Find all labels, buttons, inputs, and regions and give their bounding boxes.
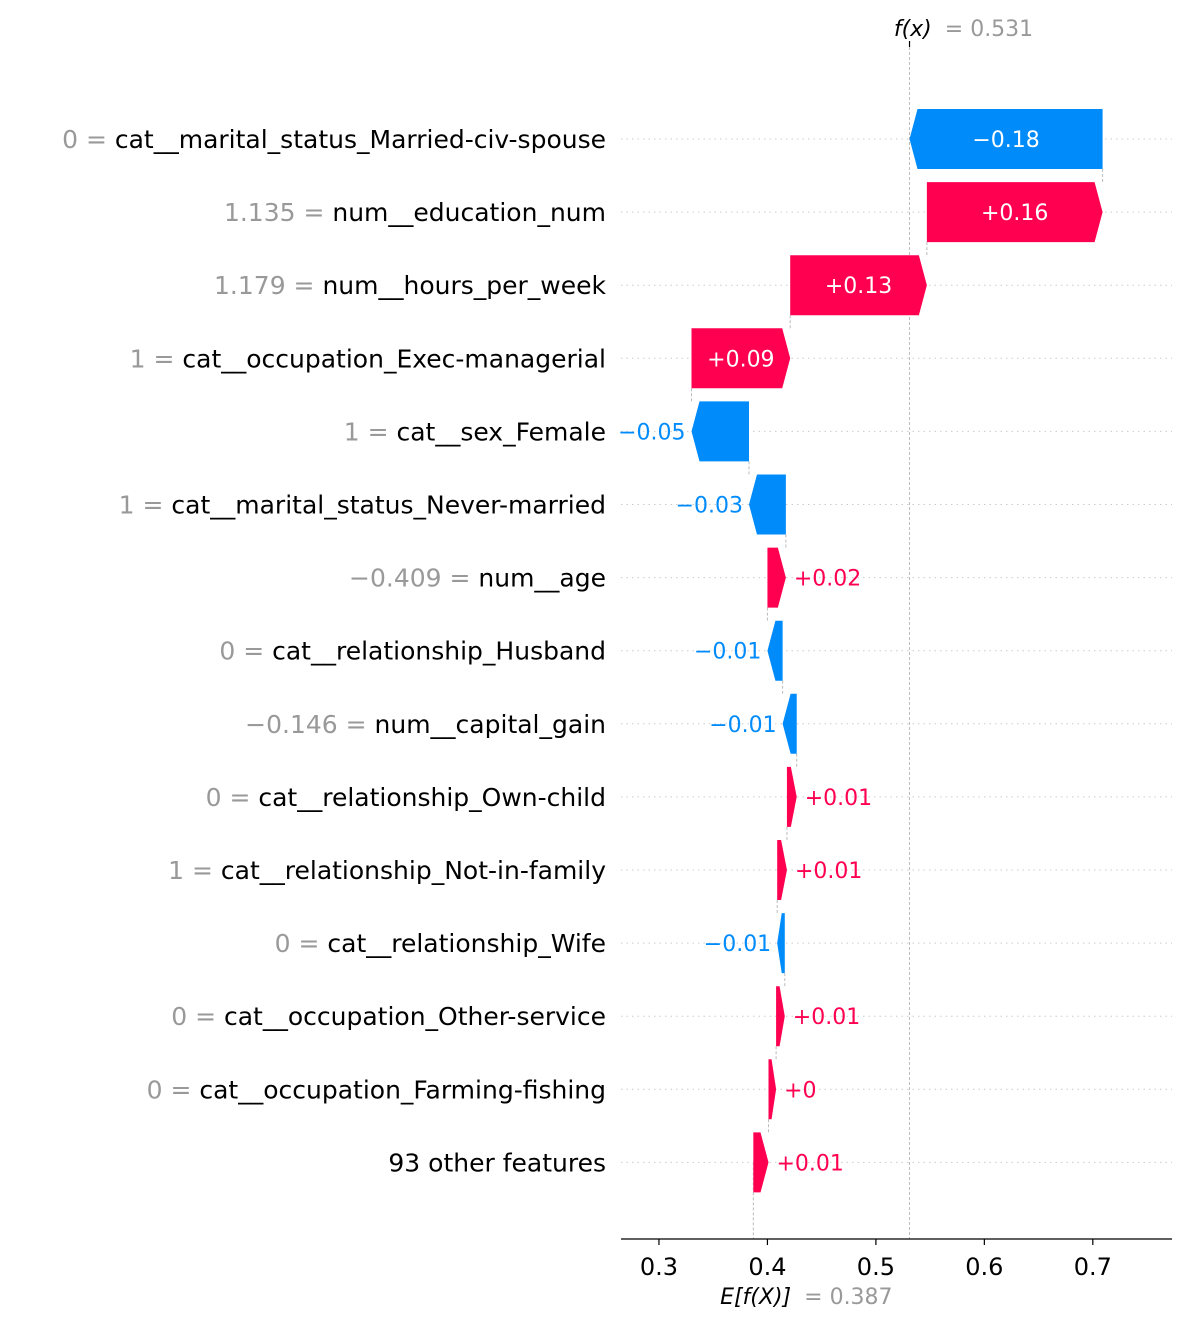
positive-bar (790, 255, 927, 316)
feature-name: cat__relationship_Not-in-family (221, 856, 606, 885)
bar-value-label: −0.01 (709, 713, 776, 738)
feature-label: 1 = cat__marital_status_Never-married (119, 491, 606, 520)
bar-value-label: +0.02 (794, 567, 861, 592)
negative-bar (909, 109, 1103, 169)
feature-label: 1.179 = num__hours_per_week (214, 271, 606, 300)
feature-value: −0.409 = (349, 564, 478, 593)
feature-label: 93 other features (388, 1148, 606, 1177)
feature-value: 1 = (168, 856, 221, 885)
fx-label-prefix: f(x) (894, 17, 932, 42)
positive-bar (767, 547, 786, 608)
x-axis: 0.3 0.4 0.5 0.6 0.7 (621, 41, 1172, 1281)
negative-bar (782, 693, 797, 754)
feature-value: 0 = (219, 637, 272, 666)
bar-value-label: +0.09 (707, 347, 774, 372)
x-tick-label: 0.3 (640, 1253, 678, 1281)
feature-value: 1 = (130, 344, 183, 373)
positive-bar (776, 986, 785, 1047)
positive-bar (786, 766, 797, 827)
bar-value-label: −0.01 (704, 932, 771, 957)
feature-label: 0 = cat__occupation_Other-service (171, 1002, 606, 1031)
feature-name: num__hours_per_week (322, 271, 606, 300)
feature-name: cat__sex_Female (396, 417, 606, 446)
positive-bar (777, 840, 787, 900)
feature-label: 0 = cat__relationship_Own-child (206, 783, 606, 812)
feature-name: num__capital_gain (375, 710, 606, 739)
feature-label: 1 = cat__occupation_Exec-managerial (130, 344, 606, 373)
feature-value: 0 = (62, 125, 115, 154)
feature-label: −0.146 = num__capital_gain (245, 710, 606, 739)
bar-value-label: −0.05 (618, 420, 685, 445)
negative-bar (777, 913, 785, 974)
feature-value: 0 = (171, 1002, 224, 1031)
efx-label: E[f(X)] = 0.387 (720, 1285, 892, 1310)
feature-label: 0 = cat__relationship_Wife (275, 929, 606, 958)
bar-value-label: +0.01 (795, 859, 862, 884)
feature-name: cat__occupation_Exec-managerial (182, 344, 606, 373)
feature-name: cat__relationship_Husband (272, 637, 606, 666)
bar-value-label: +0.16 (981, 201, 1048, 226)
negative-bar (691, 401, 749, 462)
bar-value-label: +0.01 (793, 1005, 860, 1030)
feature-value: 1.179 = (214, 271, 322, 300)
feature-value: 0 = (147, 1075, 200, 1104)
feature-name: cat__relationship_Own-child (258, 783, 606, 812)
negative-bar (767, 620, 783, 681)
negative-bar (748, 474, 786, 535)
bar-value-label: −0.01 (694, 640, 761, 665)
feature-name: cat__occupation_Other-service (224, 1002, 606, 1031)
feature-label: 0 = cat__occupation_Farming-fishing (147, 1075, 606, 1104)
efx-label-prefix: E[f(X)] (720, 1285, 791, 1310)
feature-label: 0 = cat__marital_status_Married-civ-spou… (62, 125, 606, 154)
x-tick-label: 0.7 (1074, 1253, 1112, 1281)
positive-bar (768, 1059, 777, 1120)
bar-value-label: +0 (784, 1078, 816, 1103)
feature-value: 1.135 = (224, 198, 332, 227)
feature-value: −0.146 = (245, 710, 374, 739)
x-tick-label: 0.4 (748, 1253, 786, 1281)
bar-value-label: +0.01 (805, 786, 872, 811)
feature-label: 0 = cat__relationship_Husband (219, 637, 606, 666)
feature-label: 1.135 = num__education_num (224, 198, 606, 227)
feature-labels: −0.18 0 = cat__marital_status_Married-civ… (62, 125, 1048, 1177)
feature-value: 1 = (344, 417, 397, 446)
positive-bar (691, 328, 791, 389)
bar-value-label: +0.01 (777, 1151, 844, 1176)
bar-value-label: −0.18 (972, 128, 1039, 153)
feature-label: 1 = cat__relationship_Not-in-family (168, 856, 606, 885)
positive-bar (753, 1132, 769, 1193)
feature-label: −0.409 = num__age (349, 564, 606, 593)
feature-name: cat__relationship_Wife (327, 929, 606, 958)
feature-name: cat__marital_status_Never-married (171, 491, 606, 520)
feature-value: 0 = (206, 783, 259, 812)
feature-name: num__age (478, 564, 606, 593)
feature-name: num__education_num (332, 198, 606, 227)
feature-value: 0 = (275, 929, 328, 958)
x-tick-label: 0.6 (965, 1253, 1003, 1281)
feature-name: 93 other features (388, 1148, 606, 1177)
fx-label: f(x) = 0.531 (894, 17, 1033, 42)
efx-label-value: = 0.387 (804, 1285, 892, 1310)
feature-value: 1 = (119, 491, 172, 520)
positive-bar (926, 182, 1103, 243)
feature-name: cat__marital_status_Married-civ-spouse (115, 125, 606, 154)
bar-value-label: +0.13 (825, 274, 892, 299)
feature-label: 1 = cat__sex_Female (344, 417, 606, 446)
feature-name: cat__occupation_Farming-fishing (199, 1075, 606, 1104)
feature-bars (691, 109, 1103, 1193)
bar-value-label: −0.03 (676, 494, 743, 519)
x-tick-label: 0.5 (857, 1253, 895, 1281)
fx-label-value: = 0.531 (945, 17, 1033, 42)
